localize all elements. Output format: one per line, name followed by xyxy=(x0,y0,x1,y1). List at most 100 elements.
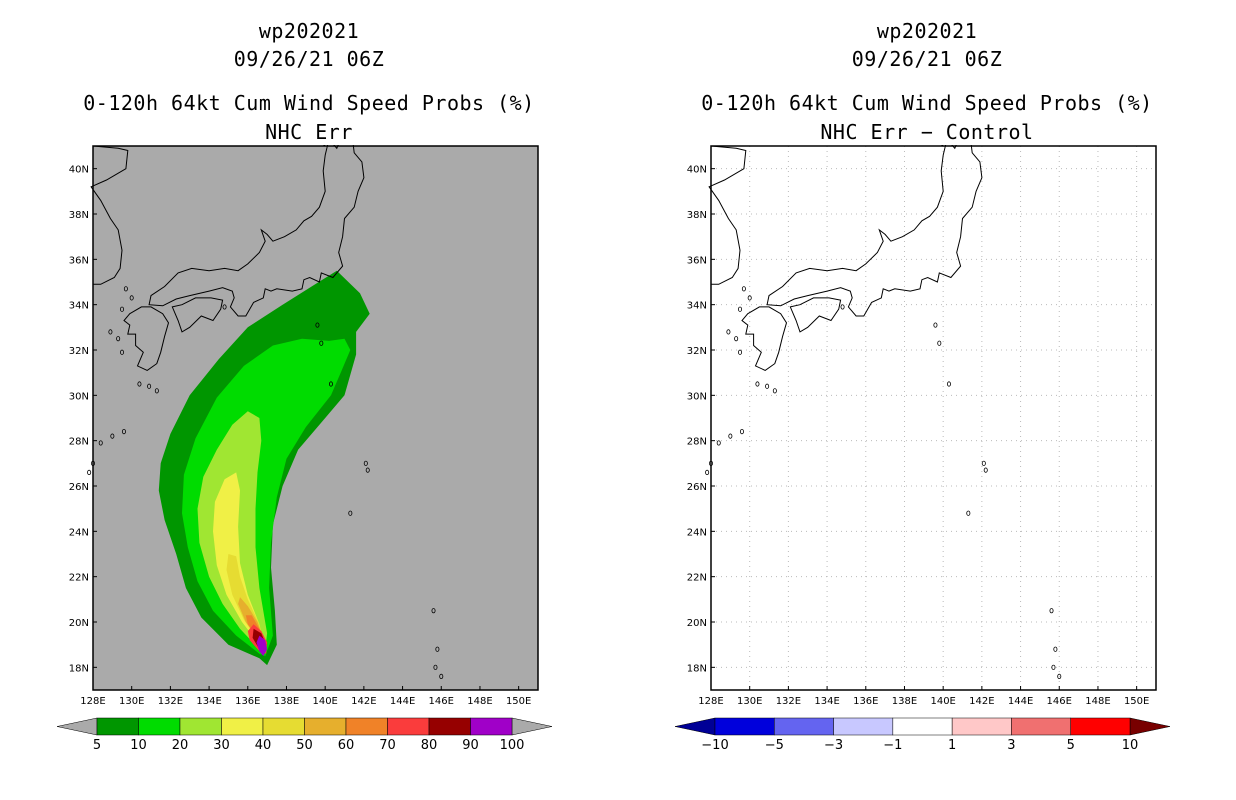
islet xyxy=(154,388,159,394)
coastline-honshu xyxy=(148,145,365,317)
lon-tick-label: 144E xyxy=(390,696,415,707)
lon-tick-label: 128E xyxy=(698,696,723,707)
islet xyxy=(433,664,438,670)
lon-tick-label: 128E xyxy=(80,696,105,707)
lat-tick-label: 32N xyxy=(69,346,89,357)
islet xyxy=(108,329,113,335)
colorbar-label: 10 xyxy=(130,738,147,753)
islet xyxy=(98,440,103,446)
colorbar-label: 60 xyxy=(338,738,355,753)
islet xyxy=(1049,608,1054,614)
islet xyxy=(137,381,142,387)
lat-tick-label: 32N xyxy=(687,346,707,357)
islet xyxy=(840,304,845,310)
colorbar-label: −1 xyxy=(883,738,902,753)
coastline-kyushu xyxy=(741,306,788,371)
lat-tick-label: 36N xyxy=(69,255,89,266)
islet xyxy=(222,304,227,310)
colorbar-swatch xyxy=(304,717,347,736)
colorbar-swatch xyxy=(221,717,264,736)
lat-tick-label: 30N xyxy=(687,391,707,402)
colorbar-label: 100 xyxy=(500,738,525,753)
islet xyxy=(734,336,739,342)
lat-tick-label: 26N xyxy=(687,482,707,493)
colorbar-swatch xyxy=(138,717,181,736)
colorbar-swatch xyxy=(428,717,471,736)
islet xyxy=(116,336,121,342)
colorbar-label: −3 xyxy=(824,738,843,753)
lat-tick-label: 36N xyxy=(687,255,707,266)
lat-tick-label: 34N xyxy=(69,301,89,312)
colorbar-swatch xyxy=(951,717,1012,736)
islet xyxy=(120,306,125,312)
coastline-honshu xyxy=(766,145,983,317)
islet xyxy=(129,295,134,301)
lon-tick-label: 140E xyxy=(312,696,337,707)
lon-tick-label: 148E xyxy=(1085,696,1110,707)
colorbar-left-end xyxy=(56,717,98,736)
lat-tick-label: 34N xyxy=(687,301,707,312)
islet xyxy=(772,388,777,394)
right-title-subtitle: NHC Err − Control xyxy=(820,120,1034,144)
islet xyxy=(1057,673,1062,680)
colorbar-label: −5 xyxy=(765,738,784,753)
islet xyxy=(765,383,770,389)
islet xyxy=(123,286,128,292)
lon-tick-label: 136E xyxy=(235,696,260,707)
lat-tick-label: 38N xyxy=(69,210,89,221)
lat-tick-label: 28N xyxy=(69,437,89,448)
islet xyxy=(435,646,440,652)
lon-tick-label: 130E xyxy=(119,696,144,707)
islet xyxy=(933,322,938,328)
islet xyxy=(738,349,743,355)
colorbar-label: 40 xyxy=(255,738,272,753)
lon-tick-label: 138E xyxy=(274,696,299,707)
lon-tick-label: 142E xyxy=(969,696,994,707)
colorbar-label: 90 xyxy=(462,738,479,753)
map-axes: 128E 130E 132E 134E 136E 138E 140E 142E 144E 146E… xyxy=(687,145,1157,707)
left-title-datetime: 09/26/21 06Z xyxy=(233,47,385,71)
colorbar-label: 20 xyxy=(172,738,189,753)
lon-tick-label: 140E xyxy=(930,696,955,707)
colorbar-label: 50 xyxy=(296,738,313,753)
right-title-product: 0-120h 64kt Cum Wind Speed Probs (%) xyxy=(701,91,1153,115)
islet xyxy=(937,340,942,346)
right-panel: wp202021 09/26/21 06Z 0-120h 64kt Cum Wi… xyxy=(618,0,1236,800)
colorbar-left-end xyxy=(674,717,716,736)
colorbar-label: −10 xyxy=(701,738,728,753)
map-background xyxy=(711,146,1156,690)
lat-tick-label: 26N xyxy=(69,482,89,493)
colorbar-swatch xyxy=(892,717,953,736)
islet xyxy=(110,433,115,439)
lon-tick-label: 150E xyxy=(1124,696,1149,707)
contour-level-90 xyxy=(256,635,268,656)
right-title-storm-id: wp202021 xyxy=(876,19,978,43)
islet xyxy=(348,510,353,516)
islet xyxy=(983,467,988,473)
lat-tick-label: 18N xyxy=(687,663,707,674)
lat-tick-label: 22N xyxy=(69,573,89,584)
islet xyxy=(981,460,986,466)
islet xyxy=(363,460,368,466)
probability-contours xyxy=(158,270,370,666)
lat-tick-label: 24N xyxy=(687,527,707,538)
lon-tick-label: 146E xyxy=(1047,696,1072,707)
islet xyxy=(1053,646,1058,652)
lon-tick-label: 146E xyxy=(429,696,454,707)
colorbar-label: 1 xyxy=(948,738,956,753)
lon-tick-label: 144E xyxy=(1008,696,1033,707)
lon-tick-label: 150E xyxy=(506,696,531,707)
colorbar-swatch xyxy=(774,717,834,736)
colorbar-swatch xyxy=(262,717,305,736)
lon-tick-label: 132E xyxy=(776,696,801,707)
islet xyxy=(315,322,320,328)
lat-tick-label: 18N xyxy=(69,663,89,674)
colorbar-label: 30 xyxy=(213,738,230,753)
contour-level-30 xyxy=(213,472,264,645)
colorbar-label: 70 xyxy=(379,738,396,753)
coastline xyxy=(705,145,1062,680)
islet xyxy=(755,381,760,387)
lat-tick-label: 20N xyxy=(687,618,707,629)
colorbar-swatch xyxy=(714,717,775,736)
islet xyxy=(439,673,444,680)
